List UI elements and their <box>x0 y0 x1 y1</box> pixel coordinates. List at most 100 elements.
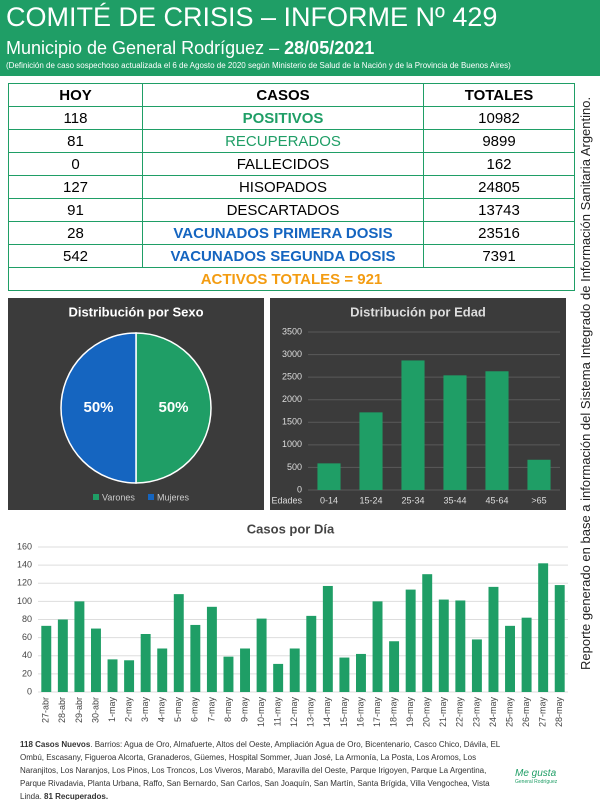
bar <box>438 599 449 692</box>
y-tick-label: 60 <box>22 632 32 642</box>
bar <box>41 625 52 692</box>
bar <box>74 601 85 692</box>
pie-slice <box>60 332 137 484</box>
table-cell: 162 <box>423 152 575 176</box>
x-tick-label: 27-abr <box>41 697 51 723</box>
table-cell: 23516 <box>423 221 575 245</box>
bar <box>521 617 532 692</box>
table-cell: DESCARTADOS <box>142 198 424 222</box>
column-header: HOY <box>8 83 143 107</box>
x-tick-label: 14-may <box>322 697 332 728</box>
y-tick-label: 1000 <box>282 439 302 449</box>
x-tick-label: 19-may <box>405 697 415 728</box>
bar <box>173 594 184 692</box>
footer-bold: 81 Recuperados. <box>44 792 109 800</box>
x-tick-label: 25-may <box>504 697 514 728</box>
y-tick-label: 1500 <box>282 417 302 427</box>
chart-title: Distribución por Edad <box>350 304 486 319</box>
subtitle-text: Municipio de General Rodríguez – <box>6 38 285 58</box>
bar <box>57 619 68 692</box>
table-cell: HISOPADOS <box>142 175 424 199</box>
daily-chart: Casos por Día 0 20 40 60 80 100 120 140 160 27-abr… <box>8 515 573 735</box>
title: COMITÉ DE CRISIS – INFORME Nº 429 <box>6 2 498 32</box>
y-tick-label: 160 <box>17 541 32 551</box>
bar <box>401 360 425 490</box>
bar <box>443 375 467 490</box>
y-tick-label: 2000 <box>282 394 302 404</box>
x-tick-label: 29-abr <box>74 697 84 723</box>
table-cell: 118 <box>8 106 143 130</box>
chart-title: Casos por Día <box>247 521 335 536</box>
footer-text: . Barrios: Agua de Oro, Almafuerte, Alto… <box>20 740 500 800</box>
y-tick-label: 3000 <box>282 349 302 359</box>
bar <box>485 371 509 490</box>
footer-bold: 118 Casos Nuevos <box>20 740 91 749</box>
bar <box>554 585 565 692</box>
x-tick-label: 35-44 <box>443 495 466 505</box>
table-row: 28 VACUNADOS PRIMERA DOSIS 23516 <box>8 221 575 245</box>
bar <box>538 563 549 692</box>
y-tick-label: 140 <box>17 560 32 570</box>
bar <box>322 585 333 692</box>
y-tick-label: 80 <box>22 614 32 624</box>
table-row: 91 DESCARTADOS 13743 <box>8 198 575 222</box>
x-tick-label: 7-may <box>206 697 216 723</box>
bar <box>256 618 267 692</box>
table-cell: 28 <box>8 221 143 245</box>
legend-label: Mujeres <box>157 492 190 502</box>
bar <box>359 412 383 490</box>
footer: 118 Casos Nuevos. Barrios: Agua de Oro, … <box>20 738 510 800</box>
x-tick-label: 1-may <box>107 697 117 723</box>
x-tick-label: 25-34 <box>401 495 424 505</box>
table-cell: 9899 <box>423 129 575 153</box>
x-tick-label: 3-may <box>140 697 150 723</box>
logo-sub: General Rodríguez <box>515 779 558 785</box>
table-row: 0 FALLECIDOS 162 <box>8 152 575 176</box>
bar <box>372 601 383 692</box>
x-tick-label: 26-may <box>521 697 531 728</box>
total-cell: ACTIVOS TOTALES = 921 <box>8 267 575 291</box>
x-tick-label: 8-may <box>223 697 233 723</box>
age-chart: Distribución por Edad 0 500 1000 1500 2000 250… <box>270 298 566 510</box>
bar <box>422 574 433 692</box>
x-tick-label: 28-may <box>554 697 564 728</box>
side-note: Reporte generado en base a información d… <box>578 96 593 670</box>
y-tick-label: 0 <box>27 686 32 696</box>
x-tick-label: 15-24 <box>359 495 382 505</box>
x-tick-label: 6-may <box>190 697 200 723</box>
table-cell: 10982 <box>423 106 575 130</box>
x-tick-label: 12-may <box>289 697 299 728</box>
column-header: TOTALES <box>423 83 575 107</box>
table-cell: 7391 <box>423 244 575 268</box>
x-tick-label: 10-may <box>256 697 266 728</box>
x-tick-label: 30-abr <box>90 697 100 723</box>
table-cell: 91 <box>8 198 143 222</box>
x-tick-label: 16-may <box>355 697 365 728</box>
logo: Me gusta General Rodríguez <box>515 768 557 785</box>
x-tick-label: 17-may <box>372 697 382 728</box>
bar <box>455 600 466 692</box>
table-cell: 0 <box>8 152 143 176</box>
data-label: 50% <box>158 399 188 416</box>
table-cell: POSITIVOS <box>142 106 424 130</box>
bar <box>471 639 482 692</box>
table-cell: 542 <box>8 244 143 268</box>
bar <box>91 628 101 692</box>
y-tick-label: 3500 <box>282 326 302 336</box>
bar <box>273 663 284 692</box>
x-tick-label: 9-may <box>239 697 249 723</box>
bar <box>107 659 118 692</box>
x-tick-label: 15-may <box>339 697 349 728</box>
y-tick-label: 500 <box>287 462 302 472</box>
table-cell: 81 <box>8 129 143 153</box>
table-row: 127 HISOPADOS 24805 <box>8 175 575 199</box>
subtitle: Municipio de General Rodríguez – 28/05/2… <box>6 38 374 59</box>
note: (Definición de caso sospechoso actualiza… <box>6 61 511 70</box>
table-row: 542 VACUNADOS SEGUNDA DOSIS 7391 <box>8 244 575 268</box>
bar <box>488 586 499 692</box>
legend-swatch <box>148 494 154 500</box>
summary-table: HOY CASOS TOTALES 118 POSITIVOS 10982 81 RECUPE… <box>8 83 575 291</box>
bar <box>190 624 201 692</box>
y-tick-label: 0 <box>297 484 302 494</box>
